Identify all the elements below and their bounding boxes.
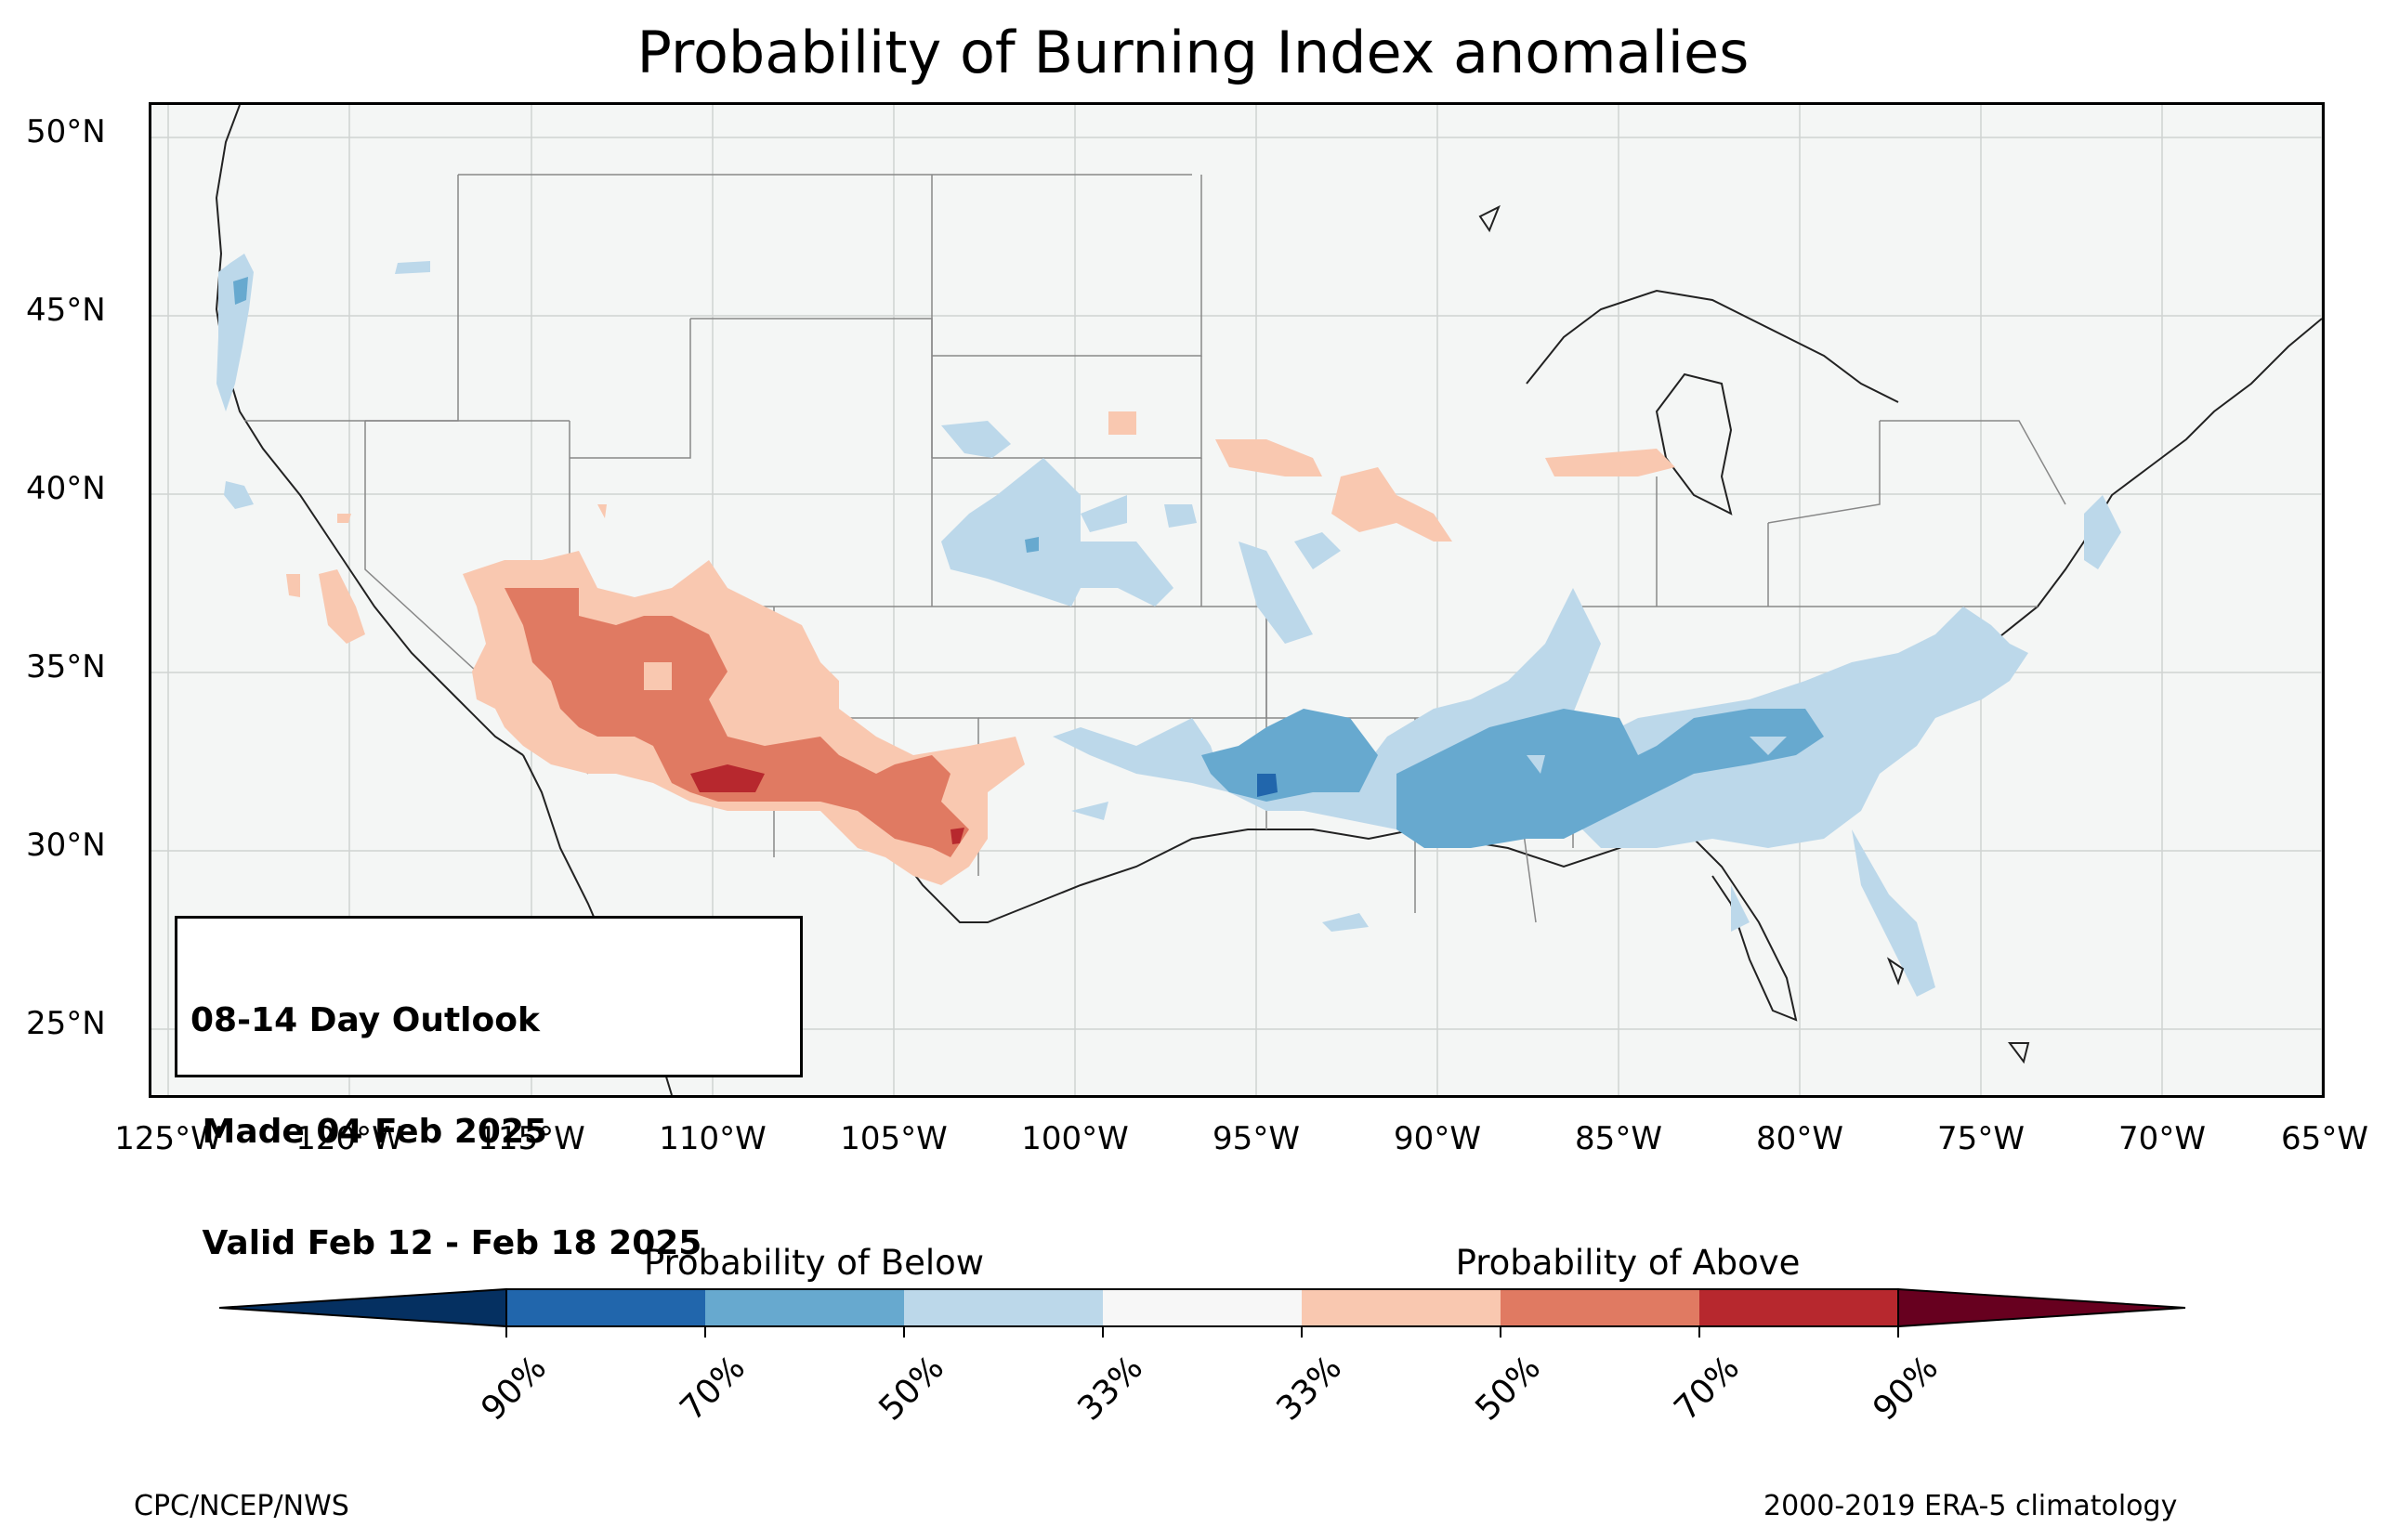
colorbar <box>218 1287 2186 1338</box>
lat-label-40n: 40°N <box>26 470 106 507</box>
colorbar-segment-above-70 <box>1699 1289 1898 1326</box>
lakes <box>1478 204 2030 1064</box>
colorbar-segment-above-50 <box>1501 1289 1699 1326</box>
below-shading <box>216 254 2121 997</box>
lon-label-100w: 100°W <box>1021 1120 1129 1157</box>
credit-left: CPC/NCEP/NWS <box>134 1490 349 1522</box>
lon-label-65w: 65°W <box>2281 1120 2368 1157</box>
lon-label-115w: 115°W <box>478 1120 585 1157</box>
colorbar-ticks <box>505 1326 1899 1338</box>
lon-label-95w: 95°W <box>1213 1120 1300 1157</box>
lat-label-25n: 25°N <box>26 1005 106 1042</box>
lat-label-45n: 45°N <box>26 292 106 329</box>
made-date: Made 04 Feb 2025 <box>190 1113 548 1151</box>
above-shading <box>286 411 1675 885</box>
colorbar-arrow-below <box>218 1287 507 1328</box>
colorbar-segment-below-50 <box>904 1289 1103 1326</box>
lon-label-75w: 75°W <box>1937 1120 2025 1157</box>
colorbar-below-label: Probability of Below <box>643 1243 985 1283</box>
outlook-info-box: 08-14 Day Outlook Made 04 Feb 2025 Valid… <box>175 916 803 1262</box>
map-title: Probability of Burning Index anomalies <box>636 19 1750 86</box>
credit-right: 2000-2019 ERA-5 climatology <box>1763 1490 2178 1522</box>
valid-dates: Valid Feb 12 - Feb 18 2025 <box>190 1224 702 1262</box>
colorbar-segment-neutral <box>1103 1289 1302 1326</box>
outlook-period: 08-14 Day Outlook <box>190 1001 540 1039</box>
colorbar-above-label: Probability of Above <box>1455 1243 1801 1283</box>
colorbar-segment-below-70 <box>705 1289 904 1326</box>
lon-label-110w: 110°W <box>659 1120 767 1157</box>
colorbar-arrow-above <box>1897 1287 2186 1328</box>
lon-label-80w: 80°W <box>1756 1120 1843 1157</box>
lat-label-30n: 30°N <box>26 827 106 864</box>
lon-label-120w: 120°W <box>295 1120 403 1157</box>
lon-label-90w: 90°W <box>1394 1120 1481 1157</box>
lat-label-50n: 50°N <box>26 113 106 150</box>
colorbar-segment-above-33 <box>1302 1289 1501 1326</box>
lon-label-85w: 85°W <box>1575 1120 1662 1157</box>
colorbar-segment-below-90 <box>506 1289 705 1326</box>
lon-label-105w: 105°W <box>840 1120 948 1157</box>
colorbar-frame <box>505 1288 1899 1327</box>
lon-label-125w: 125°W <box>114 1120 222 1157</box>
lat-label-35n: 35°N <box>26 648 106 685</box>
lon-label-70w: 70°W <box>2118 1120 2206 1157</box>
